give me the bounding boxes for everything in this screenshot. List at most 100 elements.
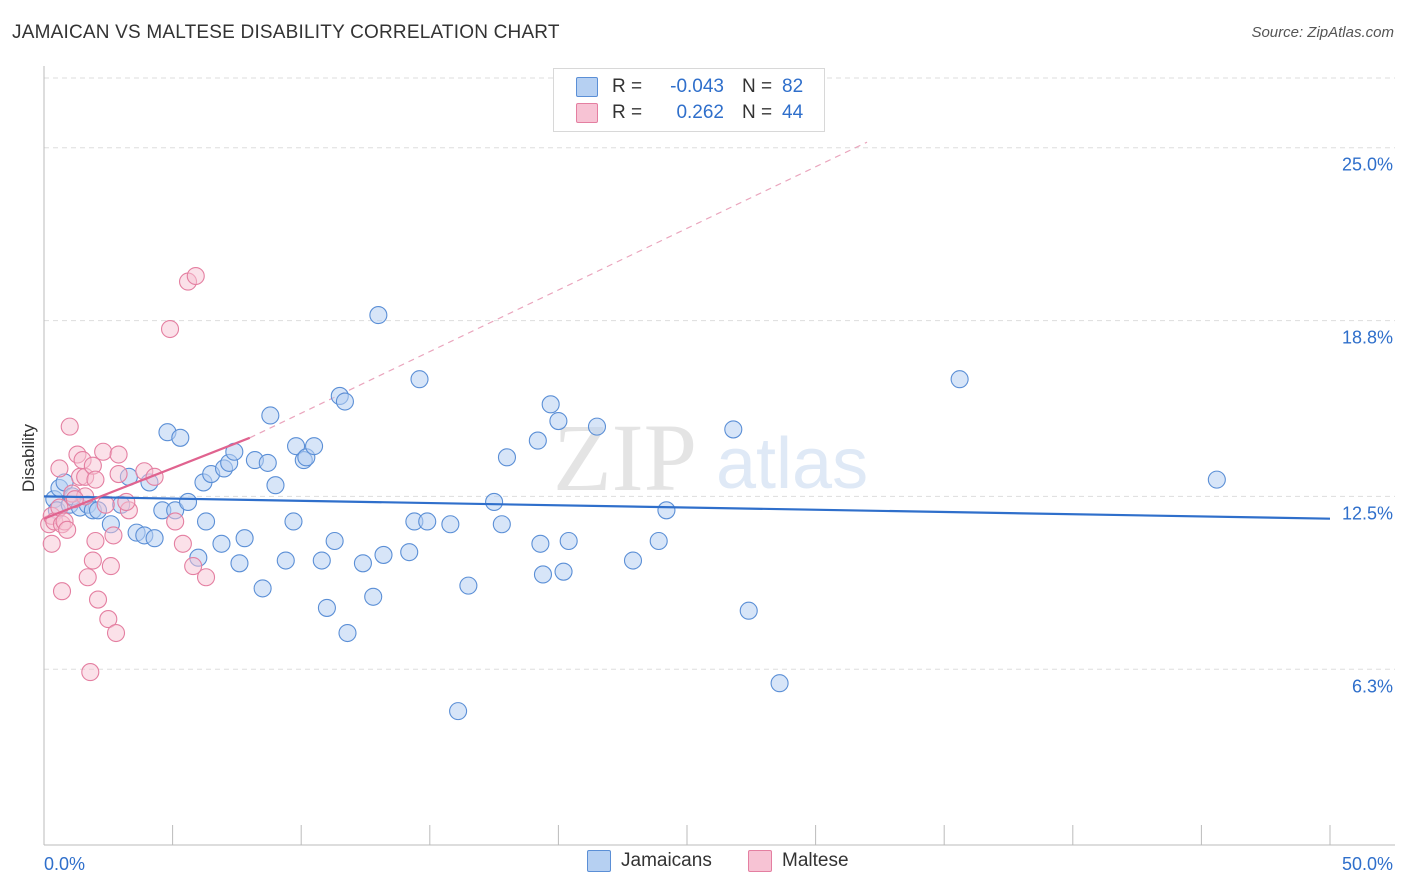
x-tick-label: 0.0%	[44, 854, 85, 874]
legend-item-jamaicans: Jamaicans	[587, 850, 712, 872]
jamaican-point	[554, 562, 573, 581]
y-tick-label: 6.3%	[1352, 676, 1393, 696]
maltese-point	[166, 512, 185, 531]
legend-n-value: 82	[782, 76, 804, 97]
jamaican-point	[235, 529, 254, 548]
legend-n-label: N =	[742, 76, 773, 97]
jamaican-point	[364, 587, 383, 606]
maltese-point	[196, 568, 216, 587]
jamaican-trend-line	[43, 495, 1331, 520]
maltese-point	[117, 492, 136, 511]
watermark-zip: ZIP	[553, 404, 697, 511]
watermark: ZIP atlas	[553, 404, 868, 511]
jamaican-point	[657, 501, 676, 520]
legend-swatch-pink	[576, 103, 598, 123]
jamaican-point	[145, 529, 164, 548]
jamaican-point	[284, 512, 303, 531]
jamaican-point	[497, 448, 517, 467]
jamaican-point	[266, 476, 285, 495]
source-label: Source: ZipAtlas.com	[1251, 24, 1394, 41]
maltese-trend-extension	[249, 141, 868, 439]
jamaican-point	[739, 601, 758, 620]
maltese-point	[52, 582, 72, 601]
maltese-point	[96, 495, 115, 514]
y-tick-label: 12.5%	[1342, 503, 1393, 523]
jamaican-point	[335, 392, 354, 411]
jamaican-point	[531, 534, 550, 553]
y-axis-label: Disability	[19, 423, 38, 492]
jamaican-point	[410, 370, 429, 389]
data-points	[40, 266, 1331, 721]
axis-labels: 6.3% 12.5% 18.8% 25.0% 0.0% 50.0%	[44, 155, 1393, 874]
axes	[43, 66, 1395, 846]
legend-label-maltese: Maltese	[782, 850, 849, 871]
correlation-legend: R = -0.043 N = 82 R = 0.262 N = 44	[553, 68, 825, 132]
legend-r-value: -0.043	[670, 76, 724, 97]
legend-row-jamaicans: R = -0.043 N = 82	[576, 75, 803, 99]
maltese-trend-line	[43, 436, 251, 520]
jamaican-point	[325, 531, 344, 551]
jamaican-point	[492, 515, 511, 534]
maltese-point	[78, 568, 97, 587]
grid-lines	[44, 77, 1395, 670]
maltese-point	[173, 534, 192, 553]
jamaican-point	[441, 515, 460, 534]
jamaican-point	[338, 623, 357, 643]
maltese-point	[94, 442, 113, 461]
jamaican-point	[212, 534, 231, 553]
jamaican-point	[459, 576, 478, 595]
jamaican-point	[533, 565, 553, 584]
maltese-point	[86, 531, 105, 551]
maltese-point	[50, 459, 69, 478]
jamaican-point	[1207, 470, 1226, 489]
jamaican-point	[418, 512, 437, 531]
chart-title: JAMAICAN VS MALTESE DISABILITY CORRELATI…	[12, 22, 560, 43]
jamaican-point	[369, 306, 388, 325]
maltese-point	[81, 663, 100, 682]
jamaican-point	[171, 428, 190, 447]
jamaican-point	[587, 417, 607, 436]
jamaican-point	[317, 598, 336, 617]
maltese-point	[160, 319, 180, 339]
jamaican-point	[485, 492, 504, 511]
jamaican-point	[549, 412, 568, 431]
maltese-point	[106, 623, 126, 643]
jamaican-point	[276, 551, 295, 570]
jamaican-point	[400, 543, 419, 562]
jamaican-point	[258, 453, 277, 472]
jamaican-point	[230, 554, 249, 573]
jamaican-point	[950, 370, 969, 389]
maltese-point	[101, 557, 120, 576]
jamaican-point	[253, 579, 272, 598]
jamaican-point	[287, 437, 306, 456]
jamaican-point	[178, 492, 198, 511]
jamaican-point	[305, 437, 324, 456]
legend-swatch-maltese	[748, 850, 772, 872]
trend-lines	[249, 141, 868, 439]
jamaican-point	[770, 674, 789, 693]
maltese-point	[86, 470, 105, 489]
legend-item-maltese: Maltese	[748, 850, 849, 872]
jamaican-point	[449, 702, 468, 721]
jamaican-point	[724, 420, 743, 439]
maltese-point	[104, 526, 123, 545]
maltese-point	[99, 610, 118, 629]
watermark-atlas: atlas	[716, 424, 868, 504]
jamaican-point	[261, 406, 280, 425]
legend-r-label: R =	[612, 76, 643, 97]
maltese-point	[60, 417, 79, 436]
maltese-point	[109, 445, 128, 464]
maltese-point	[184, 557, 203, 576]
legend-swatch-jamaicans	[587, 850, 611, 872]
legend-n-label: N =	[742, 102, 773, 123]
x-tick-label: 50.0%	[1342, 854, 1393, 874]
jamaican-point	[623, 551, 643, 570]
maltese-point	[88, 590, 108, 609]
legend-row-maltese: R = 0.262 N = 44	[576, 101, 803, 125]
jamaican-point	[374, 545, 393, 564]
legend-r-value: 0.262	[676, 102, 724, 123]
legend-r-label: R =	[612, 102, 643, 123]
jamaican-point	[196, 512, 216, 531]
jamaican-point	[559, 531, 578, 551]
